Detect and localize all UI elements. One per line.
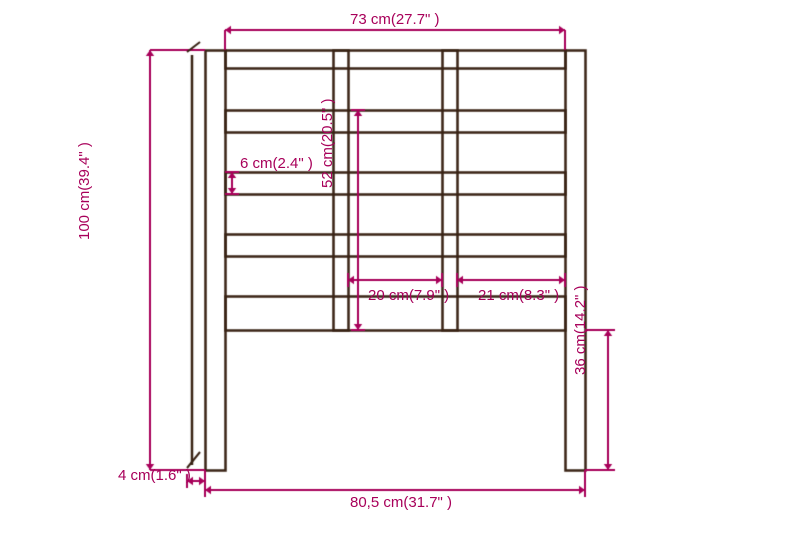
leg-height-label: 36 cm(14.2" ) xyxy=(573,285,590,375)
gap-21-label: 21 cm(8.3" ) xyxy=(478,288,559,305)
rail-span-height-label: 52 cm(20.5" ) xyxy=(320,98,337,188)
dimension-diagram xyxy=(0,0,800,533)
width-bottom-label: 80,5 cm(31.7" ) xyxy=(350,495,452,512)
width-top-label: 73 cm(27.7" ) xyxy=(350,12,440,29)
height-left-label: 100 cm(39.4" ) xyxy=(77,142,94,240)
gap-20-label: 20 cm(7.9" ) xyxy=(368,288,449,305)
depth-label: 4 cm(1.6" ) xyxy=(118,468,191,485)
slat-height-label: 6 cm(2.4" ) xyxy=(240,156,313,173)
